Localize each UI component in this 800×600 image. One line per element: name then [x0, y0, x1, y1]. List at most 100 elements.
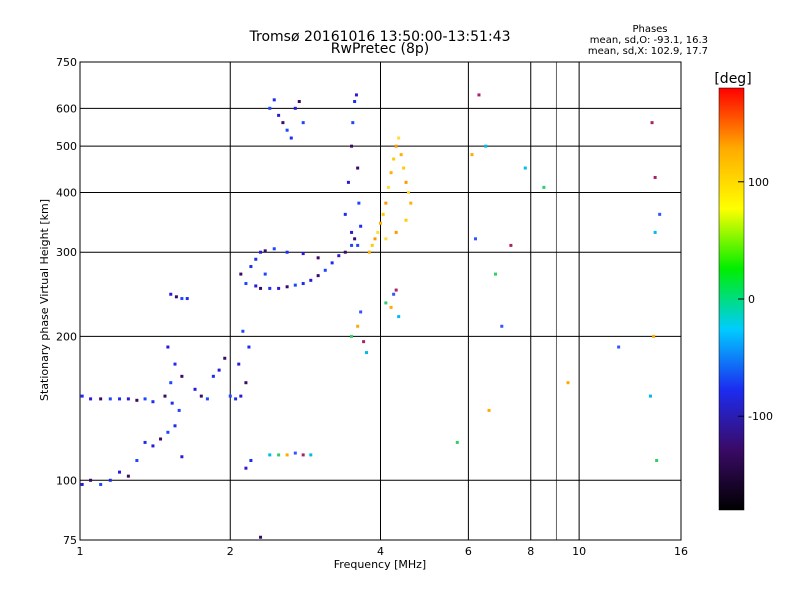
- data-point: [359, 310, 363, 314]
- data-point: [99, 397, 103, 401]
- data-point: [473, 237, 477, 241]
- data-point: [356, 324, 360, 328]
- x-tick-label: 4: [377, 545, 384, 558]
- x-tick-label: 10: [572, 545, 586, 558]
- y-axis-label: Stationary phase Virtual Height [km]: [38, 199, 51, 401]
- data-point: [477, 93, 481, 97]
- data-point: [343, 212, 347, 216]
- stats-o-line: mean, sd,O: -93.1, 16.3: [590, 35, 708, 46]
- y-tick-label: 100: [56, 474, 77, 487]
- y-tick-labels: 75 100 200 300 400 500 600 750: [56, 56, 77, 547]
- data-point: [234, 397, 238, 401]
- data-point: [180, 297, 184, 301]
- data-point: [359, 224, 363, 228]
- data-point: [118, 397, 122, 401]
- data-point: [351, 121, 355, 125]
- x-tick-label: 6: [465, 545, 472, 558]
- y-tick-label: 400: [56, 186, 77, 199]
- data-point: [649, 394, 653, 398]
- data-point: [163, 394, 167, 398]
- data-point: [350, 243, 354, 247]
- data-point: [362, 340, 366, 344]
- data-point: [169, 381, 173, 385]
- x-axis-label: Frequency [MHz]: [334, 558, 426, 571]
- data-point: [285, 250, 289, 254]
- data-point: [89, 478, 93, 482]
- data-point: [169, 292, 173, 296]
- data-point: [193, 387, 197, 391]
- data-point: [180, 455, 184, 459]
- x-tick-label: 8: [527, 545, 534, 558]
- data-point: [237, 362, 241, 366]
- data-point: [301, 282, 305, 286]
- data-point: [89, 397, 93, 401]
- data-point: [356, 166, 360, 170]
- data-point: [392, 292, 396, 296]
- data-point: [281, 121, 285, 125]
- stats-heading: Phases: [632, 24, 667, 35]
- data-point: [658, 212, 662, 216]
- data-point: [293, 106, 297, 110]
- data-point: [151, 400, 155, 404]
- grid-lines: [79, 61, 682, 541]
- data-point: [309, 453, 313, 457]
- data-point: [118, 470, 122, 474]
- data-point: [389, 171, 393, 175]
- data-point: [384, 201, 388, 205]
- data-point: [617, 345, 621, 349]
- data-point: [316, 256, 320, 260]
- data-point: [652, 334, 656, 338]
- data-point: [254, 284, 258, 288]
- chart-title: Tromsø 20161016 13:50:00-13:51:43: [249, 29, 511, 45]
- data-point: [277, 286, 281, 290]
- x-tick-label: 2: [227, 545, 234, 558]
- data-point: [323, 268, 327, 272]
- data-point: [249, 458, 253, 462]
- plot-frame: [79, 61, 682, 541]
- data-point: [135, 458, 139, 462]
- data-point: [254, 257, 258, 261]
- data-point: [389, 305, 393, 309]
- data-point: [285, 453, 289, 457]
- y-tick-label: 75: [63, 534, 77, 547]
- data-point: [268, 453, 272, 457]
- data-point: [99, 482, 103, 486]
- data-point: [272, 247, 276, 251]
- data-point: [211, 374, 215, 378]
- data-point: [297, 100, 301, 104]
- data-point: [126, 397, 130, 401]
- data-point: [259, 250, 263, 254]
- data-point: [244, 466, 248, 470]
- data-points: [80, 93, 662, 539]
- data-point: [500, 324, 504, 328]
- data-point: [370, 243, 374, 247]
- colorbar-label: [deg]: [714, 71, 751, 87]
- data-point: [650, 121, 654, 125]
- data-point: [247, 345, 251, 349]
- data-point: [384, 301, 388, 305]
- data-point: [268, 106, 272, 110]
- data-point: [379, 221, 382, 225]
- data-point: [199, 394, 203, 398]
- data-point: [394, 144, 398, 148]
- data-point: [259, 535, 263, 539]
- data-point: [470, 153, 474, 157]
- data-point: [455, 440, 459, 444]
- data-point: [365, 351, 369, 355]
- data-point: [170, 401, 174, 405]
- data-point: [301, 453, 305, 457]
- data-point: [357, 201, 361, 205]
- x-tick-labels: 1 2 4 6 8 10 16: [77, 545, 689, 558]
- chart-subtitle: RwPretec (8p): [331, 41, 429, 57]
- data-point: [268, 286, 272, 290]
- data-point: [381, 212, 385, 216]
- data-point: [404, 180, 408, 184]
- stats-x-line: mean, sd,X: 102.9, 17.7: [588, 46, 708, 57]
- data-point: [263, 249, 267, 253]
- data-point: [523, 166, 527, 170]
- data-point: [239, 394, 243, 398]
- data-point: [173, 362, 177, 366]
- data-point: [272, 98, 276, 102]
- data-point: [343, 250, 347, 254]
